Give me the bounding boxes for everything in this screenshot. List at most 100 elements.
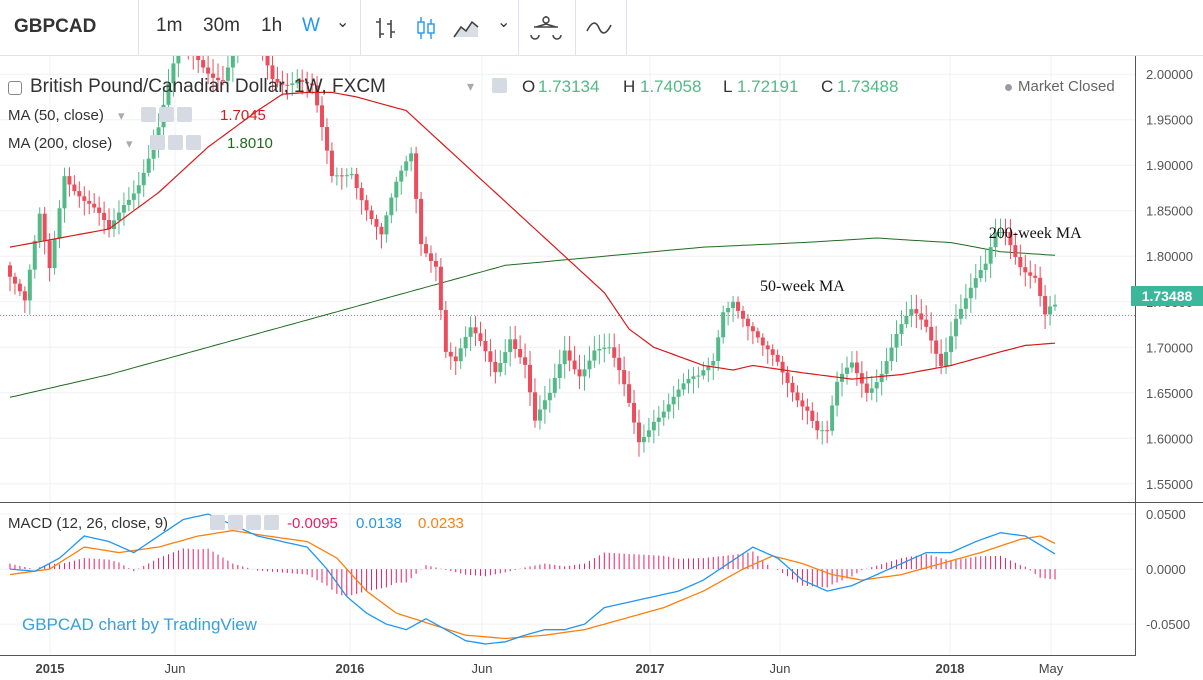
candle-body	[424, 244, 429, 254]
macd-tick-label: -0.0500	[1146, 617, 1190, 632]
candle-body	[582, 369, 587, 377]
candle-body	[320, 105, 325, 128]
candle-body	[121, 205, 126, 213]
candle-body	[102, 212, 107, 221]
high-label: H	[623, 77, 636, 96]
symbol-selector[interactable]: GBPCAD	[0, 0, 139, 55]
candle-body	[131, 193, 136, 200]
candle-body	[963, 298, 968, 309]
candle-body	[52, 238, 57, 269]
macd-legend[interactable]: MACD (12, 26, close, 9) -0.0095 0.0138 0…	[0, 515, 500, 537]
candle-body	[760, 337, 765, 346]
candle-body	[116, 212, 121, 221]
ma200-legend[interactable]: MA (200, close) ▾ 1.8010	[0, 135, 400, 157]
candle-body	[176, 56, 181, 64]
candle-body	[820, 430, 825, 432]
candle-body	[894, 333, 899, 348]
candle-body	[305, 81, 310, 84]
collapse-legend-icon[interactable]	[8, 81, 22, 95]
bar-style-icon[interactable]	[371, 13, 401, 43]
last-price-label: 1.73488	[1131, 286, 1203, 306]
macd-signal-value: 0.0233	[418, 515, 464, 532]
macd-hist-value: -0.0095	[287, 515, 338, 532]
series-title[interactable]: British Pound/Canadian Dollar, 1W, FXCM	[30, 76, 386, 97]
candle-body	[953, 318, 958, 337]
candle-body	[404, 161, 409, 171]
candle-body	[508, 339, 513, 353]
time-tick-label: 2017	[636, 661, 665, 676]
symbol-label: GBPCAD	[14, 16, 97, 37]
time-tick-label: Jun	[165, 661, 186, 676]
candle-body	[567, 350, 572, 361]
candle-body	[364, 200, 369, 211]
indicators-icon[interactable]	[584, 13, 614, 43]
candle-body	[349, 174, 354, 176]
close-label: C	[821, 77, 834, 96]
series-menu-caret-icon[interactable]: ▾	[467, 78, 475, 94]
candle-body	[92, 203, 97, 208]
candle-body	[988, 247, 993, 264]
price-tick-label: 1.85000	[1146, 204, 1193, 219]
ma50-legend[interactable]: MA (50, close) ▾ 1.7045	[0, 107, 400, 129]
open-label: O	[522, 77, 536, 96]
candle-body	[651, 421, 656, 431]
candle-body	[225, 67, 230, 81]
candle-body	[904, 315, 909, 325]
candle-body	[414, 153, 419, 199]
time-tick-label: May	[1039, 661, 1064, 676]
candle-body	[765, 345, 770, 350]
candle-body	[666, 404, 671, 412]
interval-30m-button[interactable]: 30m	[203, 15, 240, 36]
candle-body	[468, 327, 473, 337]
candle-body	[726, 308, 731, 313]
candle-style-icon[interactable]	[411, 13, 441, 43]
candle-body	[339, 175, 344, 177]
price-tick-label: 1.65000	[1146, 386, 1193, 401]
candle-body	[721, 312, 726, 338]
chart-canvas[interactable]: 1.550001.600001.650001.700001.750001.800…	[0, 56, 1203, 680]
candle-body	[701, 370, 706, 376]
candle-body	[478, 333, 483, 341]
ma200-settings-icon[interactable]	[150, 135, 204, 151]
macd-settings-icon[interactable]	[210, 515, 282, 531]
candle-body	[1053, 304, 1057, 307]
ma50-settings-icon[interactable]	[141, 107, 195, 123]
candle-body	[973, 278, 978, 288]
candle-body	[1043, 296, 1048, 315]
candle-body	[656, 417, 661, 422]
area-style-icon[interactable]	[451, 13, 481, 43]
ma50-label: MA (50, close)	[8, 107, 104, 124]
candle-body	[800, 400, 805, 407]
price-axis: 1.550001.600001.650001.700001.750001.800…	[0, 56, 1203, 676]
time-tick-label: Jun	[770, 661, 791, 676]
candle-body	[780, 361, 785, 373]
candle-body	[736, 301, 741, 311]
series-settings-icon[interactable]	[492, 78, 510, 94]
candle-body	[899, 324, 904, 334]
price-tick-label: 1.90000	[1146, 158, 1193, 173]
candle-body	[676, 389, 681, 397]
ma200-menu-caret-icon[interactable]: ▾	[126, 136, 133, 151]
ma50-menu-caret-icon[interactable]: ▾	[118, 108, 125, 123]
candle-body	[72, 184, 77, 192]
macd-label: MACD (12, 26, close, 9)	[8, 515, 169, 532]
interval-w-button[interactable]: W	[302, 15, 320, 36]
time-tick-label: Jun	[472, 661, 493, 676]
candle-body	[290, 83, 295, 86]
candle-body	[646, 430, 651, 437]
candle-body	[537, 409, 542, 421]
chart-style-chevron-icon[interactable]: ⌄	[497, 14, 511, 31]
interval-1h-button[interactable]: 1h	[261, 15, 283, 36]
high-value: 1.74058	[640, 77, 702, 96]
candle-body	[523, 357, 528, 365]
compare-icon[interactable]	[529, 13, 563, 43]
chart-watermark[interactable]: GBPCAD chart by TradingView	[22, 615, 257, 634]
top-toolbar: GBPCAD 1m 30m 1h W ⌄ ⌄	[0, 0, 1203, 56]
candle-body	[716, 337, 721, 361]
interval-dropdown-chevron-icon[interactable]: ⌄	[336, 14, 350, 31]
candle-body	[57, 208, 62, 239]
candle-body	[230, 56, 235, 68]
interval-1m-button[interactable]: 1m	[156, 15, 183, 36]
candle-body	[750, 326, 755, 332]
candle-body	[617, 357, 622, 371]
